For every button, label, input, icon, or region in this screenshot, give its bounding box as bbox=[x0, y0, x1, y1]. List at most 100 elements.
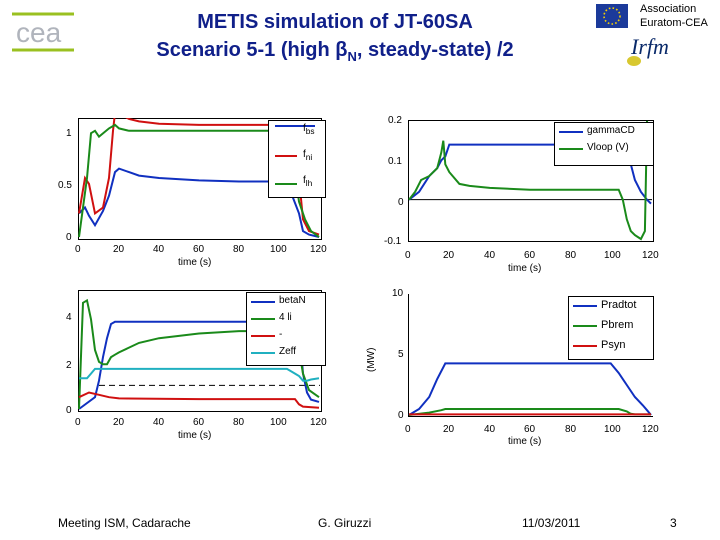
legend-entry: - bbox=[247, 327, 325, 344]
ytick-label: 0.5 bbox=[58, 180, 72, 191]
xtick-label: 80 bbox=[565, 250, 577, 261]
xtick-label: 0 bbox=[405, 250, 411, 261]
footer-page-number: 3 bbox=[670, 516, 677, 530]
xtick-label: 60 bbox=[193, 244, 205, 255]
xtick-label: 60 bbox=[524, 424, 536, 435]
legend-label: Psyn bbox=[601, 339, 626, 351]
plot-radiated-power: Pradtot Pbrem Psyn bbox=[408, 294, 654, 418]
plot-legend: fbs fni flh bbox=[268, 120, 326, 198]
plot-legend: betaN 4 li - Zeff bbox=[246, 292, 326, 366]
ytick-label: 1 bbox=[66, 128, 72, 139]
legend-label: betaN bbox=[279, 295, 306, 306]
legend-label: - bbox=[279, 329, 283, 340]
xtick-label: 80 bbox=[233, 244, 245, 255]
legend-entry: gammaCD bbox=[555, 123, 653, 140]
xtick-label: 100 bbox=[270, 244, 287, 255]
cea-logo: cea bbox=[2, 2, 94, 72]
xtick-label: 100 bbox=[604, 250, 621, 261]
ytick-label: 4 bbox=[66, 312, 72, 323]
ytick-label: 2 bbox=[66, 360, 72, 371]
plot-current-fractions: fbs fni flh bbox=[78, 118, 326, 240]
series-line-f-bs bbox=[78, 167, 320, 238]
xtick-label: 40 bbox=[484, 424, 496, 435]
assoc-line-1: Association bbox=[640, 3, 697, 15]
xtick-label: 60 bbox=[193, 417, 205, 428]
x-axis-label: time (s) bbox=[178, 257, 212, 268]
x-axis-label: time (s) bbox=[508, 263, 542, 274]
title-sub: N bbox=[347, 49, 357, 64]
plot-legend: gammaCD Vloop (V) bbox=[554, 122, 654, 166]
eu-flag-icon bbox=[596, 4, 628, 28]
legend-label: Zeff bbox=[279, 346, 297, 357]
legend-entry: betaN bbox=[247, 293, 325, 310]
irfm-swoosh-icon bbox=[627, 56, 641, 66]
legend-entry: 4 li bbox=[247, 310, 325, 327]
legend-entry: Zeff bbox=[247, 344, 325, 361]
xtick-label: 0 bbox=[75, 244, 81, 255]
title-part-b: , steady-state) /2 bbox=[356, 39, 514, 61]
legend-swatch bbox=[573, 305, 597, 307]
xtick-label: 0 bbox=[75, 417, 81, 428]
plot-lines bbox=[408, 362, 652, 416]
xtick-label: 0 bbox=[405, 424, 411, 435]
legend-entry: Vloop (V) bbox=[555, 140, 653, 157]
ytick-label: 0 bbox=[66, 232, 72, 243]
ytick-label: 10 bbox=[392, 288, 404, 299]
xtick-label: 120 bbox=[310, 244, 327, 255]
legend-entry: Pradtot bbox=[569, 297, 653, 317]
cea-logo-graphic: cea bbox=[12, 12, 74, 52]
page-title: METIS simulation of JT-60SA Scenario 5-1… bbox=[100, 8, 570, 71]
legend-swatch bbox=[251, 352, 275, 354]
xtick-label: 120 bbox=[642, 424, 659, 435]
x-axis-label: time (s) bbox=[508, 436, 542, 447]
legend-label-flh: flh bbox=[303, 175, 313, 188]
legend-label: Vloop (V) bbox=[587, 142, 629, 153]
series-line-pbrem bbox=[408, 408, 651, 416]
xtick-label: 20 bbox=[443, 424, 455, 435]
xtick-label: 80 bbox=[565, 424, 577, 435]
xtick-label: 60 bbox=[524, 250, 536, 261]
legend-label: Pbrem bbox=[601, 319, 634, 331]
ytick-label: 0.2 bbox=[388, 115, 402, 126]
xtick-label: 20 bbox=[443, 250, 455, 261]
xtick-label: 100 bbox=[270, 417, 287, 428]
legend-label-fni: fni bbox=[303, 149, 313, 162]
svg-text:cea: cea bbox=[16, 17, 62, 48]
assoc-line-2: Euratom-CEA bbox=[640, 17, 708, 29]
xtick-label: 20 bbox=[113, 417, 125, 428]
footer-date: 11/03/2011 bbox=[522, 516, 581, 530]
legend-swatch bbox=[573, 345, 597, 347]
ytick-label: 0 bbox=[398, 410, 404, 421]
irfm-logo: Irfm bbox=[625, 34, 675, 66]
legend-entry: Pbrem bbox=[569, 317, 653, 337]
association-label: Association Euratom-CEA bbox=[640, 2, 708, 30]
ytick-label: -0.1 bbox=[384, 236, 402, 247]
plot-legend: Pradtot Pbrem Psyn bbox=[568, 296, 654, 360]
legend-entry-fbs bbox=[275, 125, 315, 127]
legend-label-fbs: fbs bbox=[303, 123, 315, 136]
legend-entry-flh bbox=[275, 183, 297, 185]
plot-betaN-li-zeff: betaN 4 li - Zeff bbox=[78, 290, 326, 412]
xtick-label: 40 bbox=[153, 417, 165, 428]
title-line-1: METIS simulation of JT-60SA bbox=[197, 11, 473, 33]
y-axis-label: (MW) bbox=[366, 347, 377, 372]
eu-stars-icon bbox=[603, 7, 621, 25]
legend-entry-fni bbox=[275, 155, 297, 157]
ytick-label: 5 bbox=[398, 349, 404, 360]
legend-swatch bbox=[559, 131, 583, 133]
title-beta: β bbox=[335, 39, 348, 61]
legend-swatch bbox=[573, 325, 597, 327]
xtick-label: 100 bbox=[604, 424, 621, 435]
legend-swatch bbox=[251, 335, 275, 337]
xtick-label: 120 bbox=[310, 417, 327, 428]
xtick-label: 20 bbox=[113, 244, 125, 255]
legend-entry: Psyn bbox=[569, 337, 653, 357]
title-line-2: Scenario 5-1 (high βN, steady-state) /2 bbox=[100, 36, 570, 71]
footer-author: G. Giruzzi bbox=[318, 516, 372, 530]
xtick-label: 120 bbox=[642, 250, 659, 261]
series-line-- bbox=[78, 391, 320, 409]
irfm-text: Irfm bbox=[631, 34, 669, 59]
xtick-label: 40 bbox=[153, 244, 165, 255]
xtick-label: 40 bbox=[484, 250, 496, 261]
series-line-prad-tot bbox=[408, 362, 652, 416]
